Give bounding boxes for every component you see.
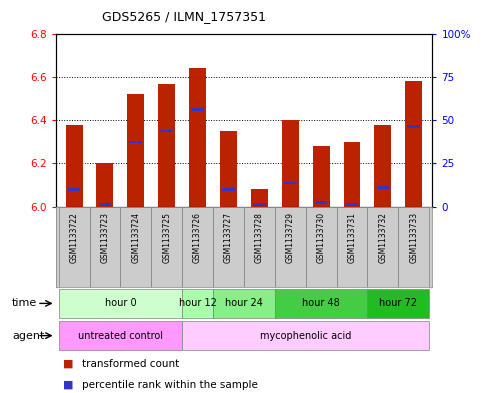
Bar xyxy=(58,321,182,351)
Bar xyxy=(97,163,114,207)
Bar xyxy=(284,182,297,184)
Bar xyxy=(222,188,235,191)
Text: hour 0: hour 0 xyxy=(105,298,136,309)
Bar xyxy=(407,125,420,128)
Bar xyxy=(58,288,182,318)
Text: transformed count: transformed count xyxy=(82,358,179,369)
Text: GSM1133727: GSM1133727 xyxy=(224,212,233,263)
Bar xyxy=(398,207,429,287)
Text: GSM1133725: GSM1133725 xyxy=(162,212,171,263)
Text: percentile rank within the sample: percentile rank within the sample xyxy=(82,380,258,390)
Bar xyxy=(151,207,182,287)
Bar xyxy=(244,207,275,287)
Bar xyxy=(275,207,306,287)
Bar xyxy=(405,81,422,207)
Text: hour 48: hour 48 xyxy=(302,298,340,309)
Bar xyxy=(346,203,358,206)
Bar xyxy=(213,207,244,287)
Bar xyxy=(58,207,89,287)
Bar xyxy=(189,68,206,207)
Text: GSM1133732: GSM1133732 xyxy=(378,212,387,263)
Bar xyxy=(251,189,268,207)
Bar xyxy=(275,288,368,318)
Text: GSM1133723: GSM1133723 xyxy=(100,212,110,263)
Text: GSM1133724: GSM1133724 xyxy=(131,212,141,263)
Text: ■: ■ xyxy=(63,380,73,390)
Text: hour 72: hour 72 xyxy=(379,298,417,309)
Bar xyxy=(182,321,429,351)
Text: GSM1133730: GSM1133730 xyxy=(317,212,326,263)
Text: time: time xyxy=(12,298,37,309)
Bar xyxy=(68,188,81,191)
Text: agent: agent xyxy=(12,331,44,341)
Text: mycophenolic acid: mycophenolic acid xyxy=(260,331,351,341)
Bar xyxy=(368,288,429,318)
Text: GSM1133729: GSM1133729 xyxy=(286,212,295,263)
Text: GSM1133728: GSM1133728 xyxy=(255,212,264,263)
Bar xyxy=(182,288,213,318)
Bar xyxy=(191,108,204,111)
Bar xyxy=(220,131,237,207)
Bar xyxy=(343,142,360,207)
Bar xyxy=(282,120,298,207)
Bar xyxy=(128,94,144,207)
Text: hour 24: hour 24 xyxy=(225,298,263,309)
Bar xyxy=(160,130,173,132)
Bar xyxy=(374,125,391,207)
Bar xyxy=(377,186,389,189)
Bar xyxy=(315,201,327,204)
Bar xyxy=(66,125,83,207)
Bar xyxy=(253,203,266,206)
Bar xyxy=(306,207,337,287)
Bar xyxy=(120,207,151,287)
Bar xyxy=(313,146,329,207)
Text: GSM1133722: GSM1133722 xyxy=(70,212,79,263)
Bar xyxy=(213,288,275,318)
Bar xyxy=(158,83,175,207)
Text: hour 12: hour 12 xyxy=(179,298,216,309)
Bar xyxy=(182,207,213,287)
Text: untreated control: untreated control xyxy=(78,331,163,341)
Text: GSM1133733: GSM1133733 xyxy=(409,212,418,263)
Bar xyxy=(89,207,120,287)
Text: ■: ■ xyxy=(63,358,73,369)
Text: GSM1133726: GSM1133726 xyxy=(193,212,202,263)
Bar xyxy=(129,141,142,143)
Text: GDS5265 / ILMN_1757351: GDS5265 / ILMN_1757351 xyxy=(101,10,266,23)
Bar xyxy=(368,207,398,287)
Bar xyxy=(99,203,111,206)
Bar xyxy=(337,207,368,287)
Text: GSM1133731: GSM1133731 xyxy=(347,212,356,263)
